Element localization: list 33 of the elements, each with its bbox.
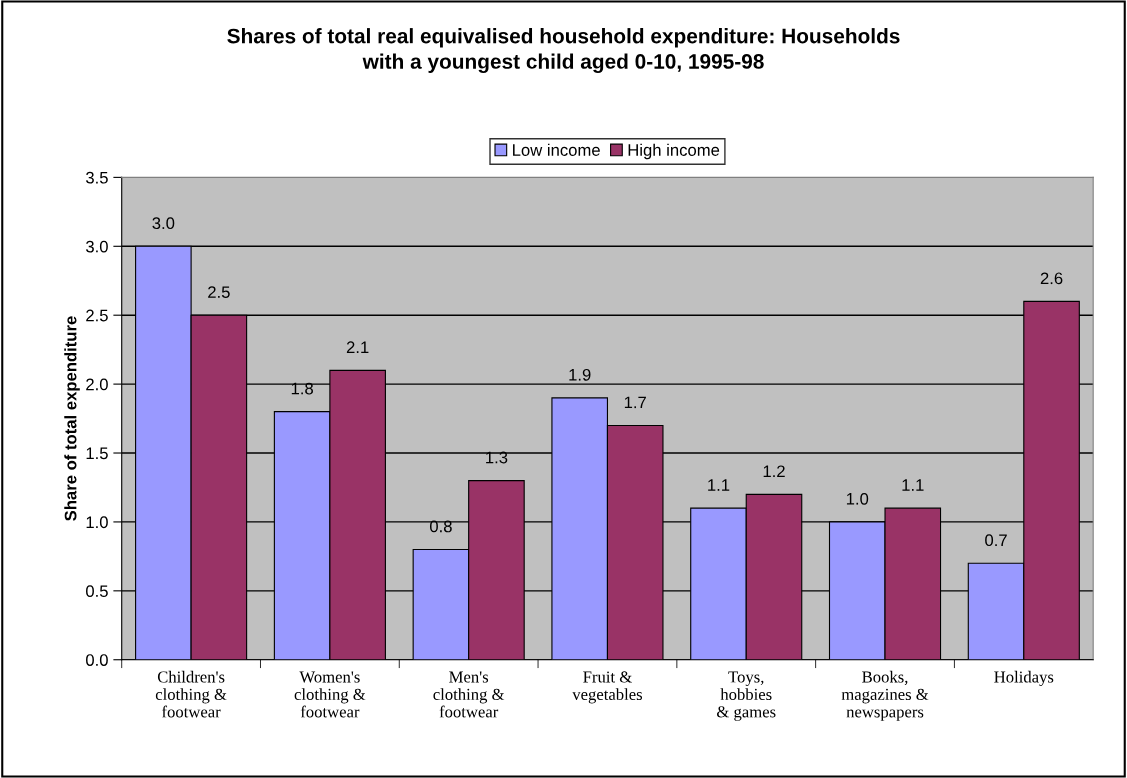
text: 0.5 (86, 585, 108, 598)
x-tick-label: Books, magazines & newspapers (841, 670, 929, 721)
data-label: 2.6 (1040, 272, 1063, 285)
text: 2.5 (86, 309, 108, 322)
data-label: 1.8 (291, 382, 313, 395)
legend-label: Low income (513, 143, 600, 156)
data-label: 1.9 (569, 368, 591, 381)
legend-label: High income (628, 143, 720, 160)
x-tick-label: Women's clothing & footwear (294, 671, 366, 718)
data-label: 1.1 (902, 479, 924, 491)
x-tick-label: Holidays (994, 670, 1054, 687)
text: 1.5 (86, 447, 108, 460)
text: 3.5 (85, 171, 108, 184)
data-label: 3.0 (152, 217, 175, 230)
x-tick-label: Children's clothing & footwear (155, 670, 227, 718)
x-tick-label: Fruit & vegetables (572, 671, 643, 704)
data-label: 1.3 (486, 451, 508, 464)
chart-title: Shares of total real equivalised household expenditure: Households with a youngest child aged 0-10, 1995-98 (227, 28, 900, 74)
text: 0.0 (86, 654, 108, 666)
x-tick-label: Men's clothing & footwear (433, 671, 505, 718)
y-axis-title: Share of total expenditure (64, 316, 80, 521)
data-label: 1.2 (763, 465, 785, 478)
data-label: 0.7 (985, 534, 1007, 547)
text: 1.0 (86, 516, 108, 529)
x-tick-label: Toys, hobbies & games (717, 671, 776, 721)
data-label: 1.7 (624, 396, 646, 409)
data-label: 2.1 (346, 341, 369, 353)
text: 3.0 (85, 240, 108, 253)
data-label: 2.5 (208, 286, 230, 299)
text: 2.0 (86, 378, 108, 391)
data-label: 0.8 (429, 520, 452, 533)
data-label: 1.1 (708, 479, 730, 491)
data-label: 1.0 (846, 492, 869, 505)
